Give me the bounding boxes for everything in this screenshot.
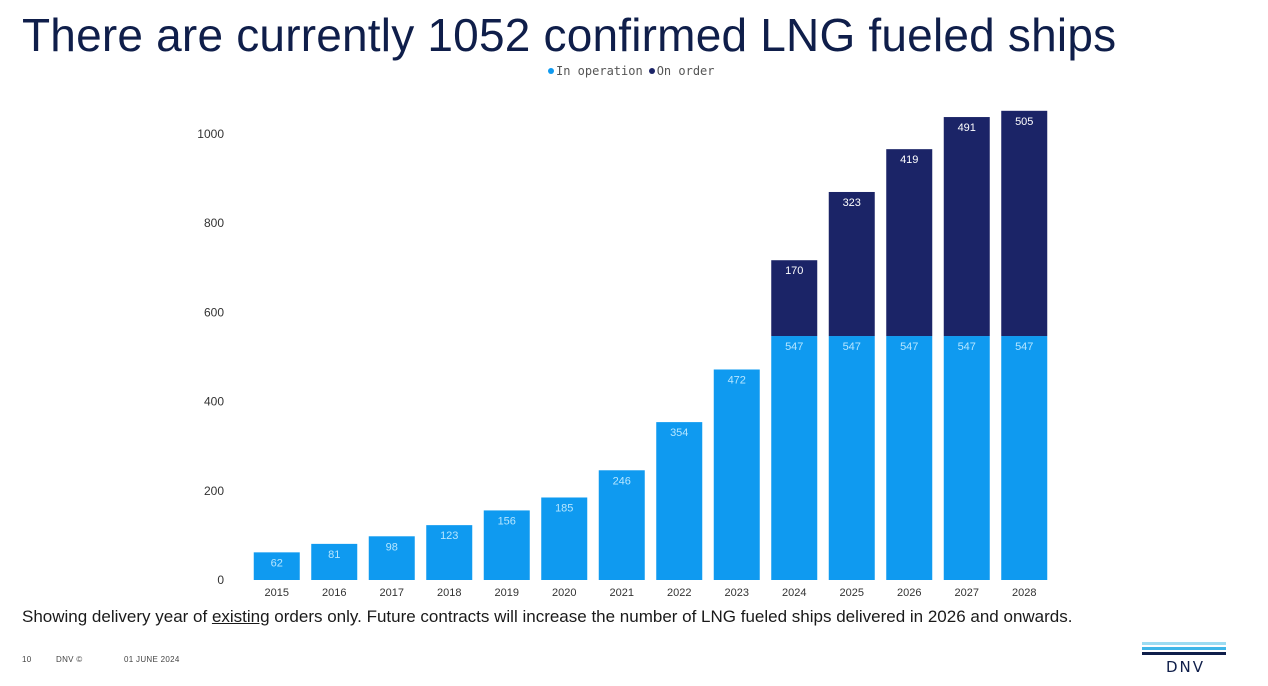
- logo-stripe-dark: [1142, 652, 1226, 655]
- bar-on-order: [1001, 110, 1048, 337]
- y-tick-label: 0: [217, 573, 224, 587]
- logo-stripe-mid: [1142, 647, 1226, 650]
- bar-on-order: [886, 149, 933, 337]
- data-label-on-order: 505: [1015, 116, 1033, 128]
- legend-label-on-order: On order: [656, 64, 715, 78]
- data-label-in-operation: 246: [613, 475, 631, 487]
- legend-item-in-operation: In operation: [548, 64, 643, 78]
- data-label-in-operation: 123: [440, 530, 458, 542]
- dnv-logo: DNV: [1142, 642, 1226, 676]
- x-tick-label: 2027: [955, 587, 979, 599]
- data-label-in-operation: 354: [670, 427, 688, 439]
- x-tick-label: 2015: [265, 587, 289, 599]
- bar-in-operation: [598, 470, 645, 580]
- bar-in-operation: [311, 543, 358, 580]
- bar-in-operation: [1001, 336, 1048, 580]
- bar-in-operation: [943, 336, 990, 580]
- logo-stripe-light: [1142, 642, 1226, 645]
- x-tick-label: 2020: [552, 587, 576, 599]
- bar-in-operation: [483, 510, 530, 580]
- bar-in-operation: [828, 336, 875, 580]
- data-label-in-operation: 547: [1015, 341, 1033, 353]
- footnote-text-start: Showing delivery year of: [22, 607, 212, 626]
- legend-item-on-order: On order: [648, 64, 715, 78]
- data-label-in-operation: 156: [498, 515, 516, 527]
- data-label-in-operation: 98: [386, 541, 398, 553]
- y-tick-label: 800: [204, 216, 224, 230]
- x-tick-label: 2023: [725, 587, 749, 599]
- bar-on-order: [771, 260, 818, 337]
- x-tick-label: 2022: [667, 587, 691, 599]
- y-tick-label: 400: [204, 395, 224, 409]
- data-label-on-order: 419: [900, 154, 918, 166]
- legend-label-in-operation: In operation: [556, 64, 643, 78]
- x-tick-label: 2018: [437, 587, 461, 599]
- slide-title: There are currently 1052 confirmed LNG f…: [22, 9, 1117, 61]
- footer-page-number: 10: [22, 655, 32, 664]
- legend-dot-on-order: [648, 68, 655, 74]
- data-label-in-operation: 185: [555, 502, 573, 514]
- bar-in-operation: [886, 336, 933, 580]
- x-tick-label: 2024: [782, 587, 806, 599]
- data-label-in-operation: 547: [785, 341, 803, 353]
- footnote-text-end: orders only. Future contracts will incre…: [269, 607, 1073, 626]
- x-tick-label: 2026: [897, 587, 921, 599]
- x-tick-label: 2019: [495, 587, 519, 599]
- bar-in-operation: [713, 369, 760, 580]
- y-tick-label: 600: [204, 305, 224, 319]
- bar-in-operation: [368, 536, 415, 580]
- footer-org: DNV ©: [56, 655, 83, 664]
- chart-legend: In operation On order: [548, 64, 715, 78]
- data-label-on-order: 170: [785, 265, 803, 277]
- x-tick-label: 2016: [322, 587, 346, 599]
- x-tick-label: 2025: [840, 587, 864, 599]
- y-tick-label: 1000: [197, 127, 224, 141]
- logo-text: DNV: [1166, 658, 1206, 676]
- bar-on-order: [943, 117, 990, 337]
- data-label-in-operation: 547: [958, 341, 976, 353]
- bar-on-order: [828, 191, 875, 337]
- data-label-on-order: 491: [958, 122, 976, 134]
- footnote-underlined-word: existing: [211, 607, 270, 626]
- bar-in-operation: [771, 336, 818, 580]
- data-label-in-operation: 81: [328, 549, 340, 561]
- y-tick-label: 200: [204, 484, 224, 498]
- x-tick-label: 2021: [610, 587, 634, 599]
- x-tick-label: 2017: [380, 587, 404, 599]
- footer-date: 01 JUNE 2024: [124, 655, 180, 664]
- legend-dot-in-operation: [548, 68, 554, 74]
- footnote: Showing delivery year of existing orders…: [22, 607, 1072, 627]
- bar-in-operation: [426, 525, 473, 580]
- bar-in-operation: [253, 552, 300, 580]
- data-label-in-operation: 62: [271, 557, 283, 569]
- x-tick-label: 2028: [1012, 587, 1036, 599]
- bar-in-operation: [656, 422, 703, 580]
- data-label-in-operation: 547: [843, 341, 861, 353]
- data-label-on-order: 323: [843, 197, 861, 209]
- bar-in-operation: [541, 497, 588, 580]
- data-label-in-operation: 472: [728, 374, 746, 386]
- data-label-in-operation: 547: [900, 341, 918, 353]
